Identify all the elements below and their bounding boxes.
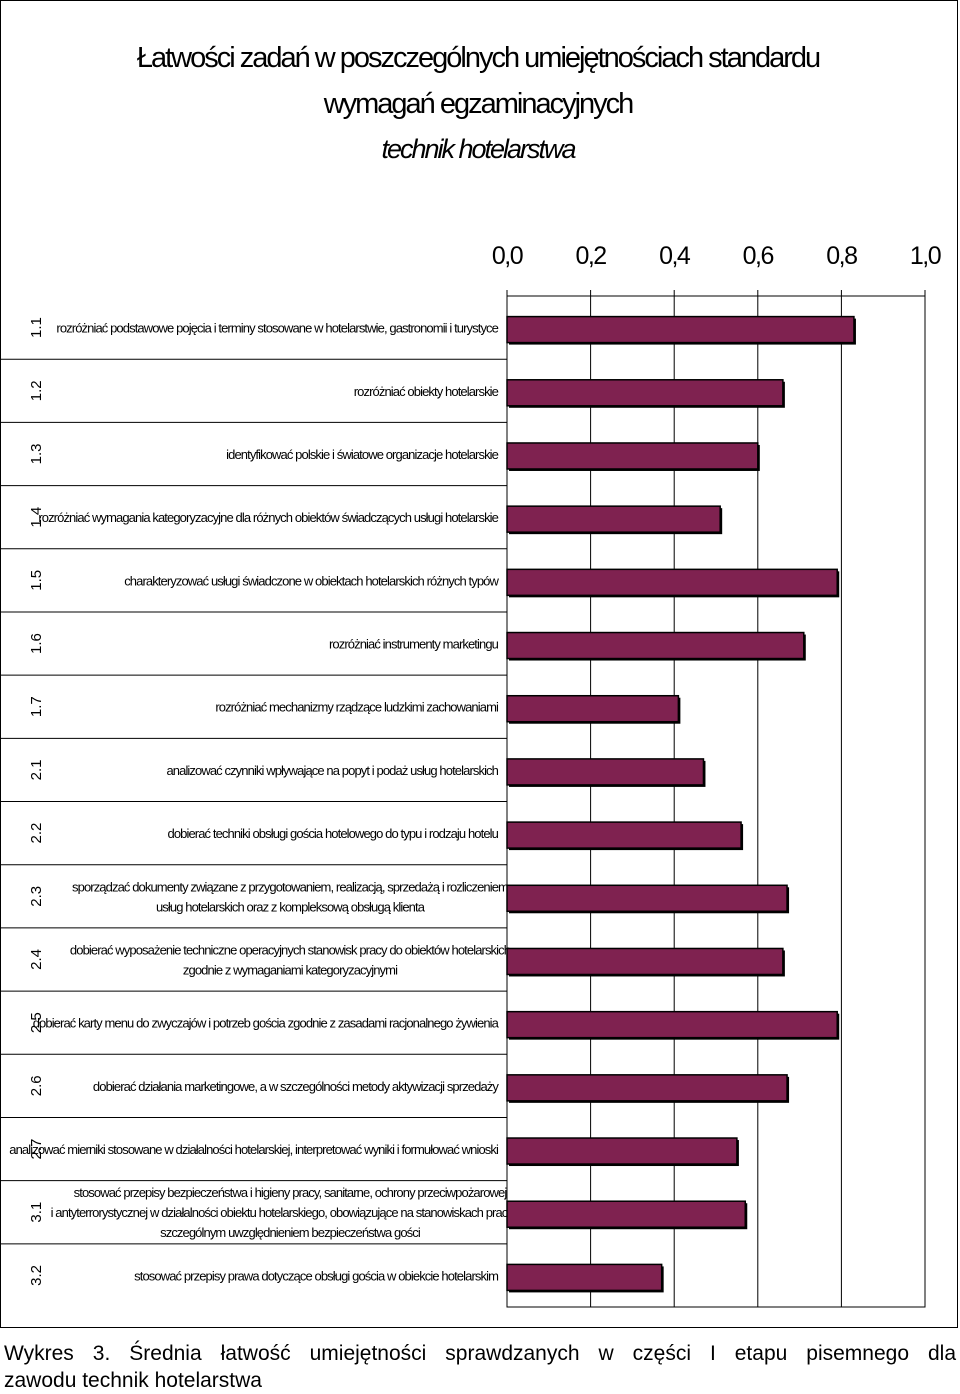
chart-title-line1: Łatwości zadań w poszczególnych umiejętn… (136, 42, 821, 74)
category-code: 1.4 (28, 507, 45, 528)
tick-label: 1,0 (910, 242, 941, 270)
category-label: i antyterrorystycznej w działalności obi… (51, 1205, 530, 1220)
category-code: 2.5 (28, 1012, 45, 1033)
category-code: 3.1 (28, 1202, 45, 1223)
figure-frame (0, 0, 958, 1328)
bar (506, 1137, 738, 1165)
bar (506, 758, 705, 786)
category-code: 2.4 (28, 949, 45, 970)
category-label: dobierać działania marketingowe, a w szc… (93, 1079, 499, 1094)
tick-label: 0,4 (659, 242, 691, 270)
bar (506, 694, 680, 723)
bar-chart: 0,0 0,2 0,4 0,6 0,8 1,0 1.1 rozróżniać podstawo… (0, 242, 942, 1308)
bar (506, 1200, 747, 1228)
bar (506, 379, 784, 407)
category-code: 3.2 (28, 1265, 45, 1286)
tick-label: 0,6 (743, 242, 774, 270)
category-code: 1.6 (28, 633, 45, 654)
category-code: 1.7 (28, 696, 45, 717)
bar (506, 505, 721, 533)
tick-label: 0,8 (826, 242, 857, 270)
bar (506, 1263, 663, 1292)
category-code: 2.7 (28, 1139, 45, 1160)
tick-label: 0,2 (575, 242, 606, 270)
category-label: identyfikować polskie i światowe organiz… (226, 447, 499, 462)
bar (506, 821, 742, 849)
bar (506, 1010, 838, 1039)
category-label: rozróżniać mechanizmy rządzące ludzkimi … (215, 700, 499, 715)
category-label: stosować przepisy prawa dotyczące obsług… (134, 1268, 498, 1283)
category-label: charakteryzować usługi świadczone w obie… (124, 573, 499, 588)
bar (506, 442, 759, 470)
chart-title-line2: wymagań egzaminacyjnych (323, 88, 635, 120)
category-label: dobierać karty menu do zwyczajów i potrz… (33, 1016, 500, 1031)
category-label: szczególnym uwzględnieniem bezpieczeństw… (160, 1225, 421, 1240)
category-code: 2.2 (28, 823, 45, 844)
figure-caption-line2: zawodu technik hotelarstwa (4, 1369, 262, 1392)
category-label: rozróżniać obiekty hotelarskie (354, 384, 499, 399)
bar (506, 568, 838, 597)
category-code: 2.1 (28, 759, 45, 780)
figure-caption-line1: Wykres 3. Średnia łatwość umiejętności s… (4, 1342, 956, 1365)
category-code: 2.6 (28, 1075, 45, 1096)
bar (506, 631, 805, 660)
category-label: analizować czynniki wpływające na popyt … (166, 763, 498, 778)
category-label: usług hotelarskich oraz z kompleksową ob… (156, 899, 426, 914)
category-label: dobierać wyposażenie techniczne operacyj… (70, 942, 511, 957)
category-code: 1.3 (28, 444, 45, 465)
bar (506, 947, 784, 976)
chart-subtitle: technik hotelarstwa (381, 134, 576, 164)
bar (506, 1074, 788, 1102)
category-label: sporządzać dokumenty związane z przygoto… (72, 879, 508, 894)
category-code: 1.1 (28, 317, 45, 338)
category-label: zgodnie z wymaganiami kategoryzacyjnymi (183, 962, 398, 977)
category-label: analizować mierniki stosowane w działaln… (9, 1142, 499, 1157)
bar (506, 884, 788, 913)
category-code: 1.5 (28, 570, 45, 591)
category-code: 1.2 (28, 380, 45, 401)
category-label: rozróżniać wymagania kategoryzacyjne dla… (38, 510, 498, 525)
bar (506, 315, 855, 344)
tick-label: 0,0 (492, 242, 523, 270)
category-label: stosować przepisy bezpieczeństwa i higie… (74, 1185, 508, 1200)
category-label: rozróżniać instrumenty marketingu (329, 637, 499, 652)
category-label: rozróżniać podstawowe pojęcia i terminy … (56, 321, 498, 336)
category-code: 2.3 (28, 886, 45, 907)
category-label: dobierać techniki obsługi gościa hotelow… (167, 826, 498, 841)
